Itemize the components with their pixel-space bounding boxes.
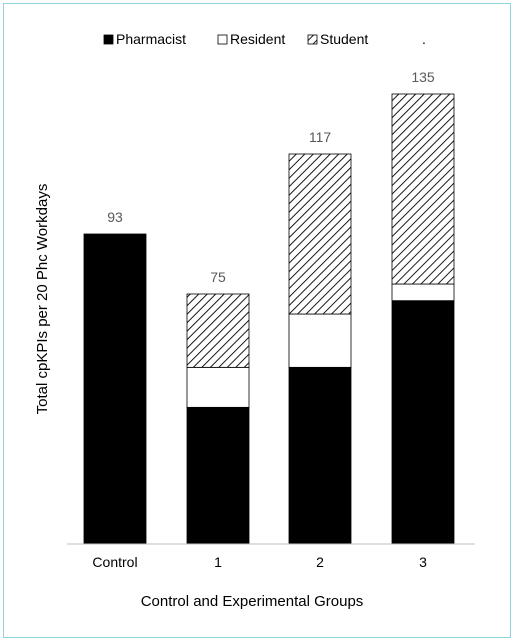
legend-extra-label: . <box>422 31 426 47</box>
y-axis-title: Total cpKPIs per 20 Phc Workdays <box>34 184 51 415</box>
legend-label-resident: Resident <box>230 31 285 47</box>
bar-pharmacist-1 <box>186 406 250 545</box>
x-tick-labels: Control 1 2 3 <box>92 554 427 570</box>
legend-swatch-student <box>307 34 318 45</box>
bar-pharmacist-2 <box>288 366 352 545</box>
bar-resident-3 <box>391 283 455 302</box>
total-label: 75 <box>210 269 226 285</box>
bar-resident-1 <box>186 366 250 408</box>
x-axis-title: Control and Experimental Groups <box>141 593 364 610</box>
bars <box>83 93 455 545</box>
legend-swatch-resident <box>217 34 228 45</box>
chart-frame <box>3 3 511 638</box>
bar-student-1 <box>186 293 250 368</box>
bar-pharmacist-control <box>83 233 147 545</box>
bar-student-3 <box>391 93 455 285</box>
bar-pharmacist-3 <box>391 300 455 545</box>
legend-label-pharmacist: Pharmacist <box>116 31 186 47</box>
x-tick-label: Control <box>92 554 137 570</box>
x-tick-label: 3 <box>419 554 427 570</box>
legend: Pharmacist Resident Student. <box>103 31 426 47</box>
x-tick-label: 2 <box>316 554 324 570</box>
total-labels: 93 75 117 135 <box>107 69 435 285</box>
legend-label-student: Student <box>320 31 368 47</box>
total-label: 93 <box>107 209 123 225</box>
bar-resident-2 <box>288 313 352 368</box>
bar-student-2 <box>288 153 352 315</box>
x-tick-label: 1 <box>214 554 222 570</box>
legend-swatch-pharmacist <box>103 34 114 45</box>
total-label: 117 <box>309 129 332 145</box>
total-label: 135 <box>411 69 435 85</box>
